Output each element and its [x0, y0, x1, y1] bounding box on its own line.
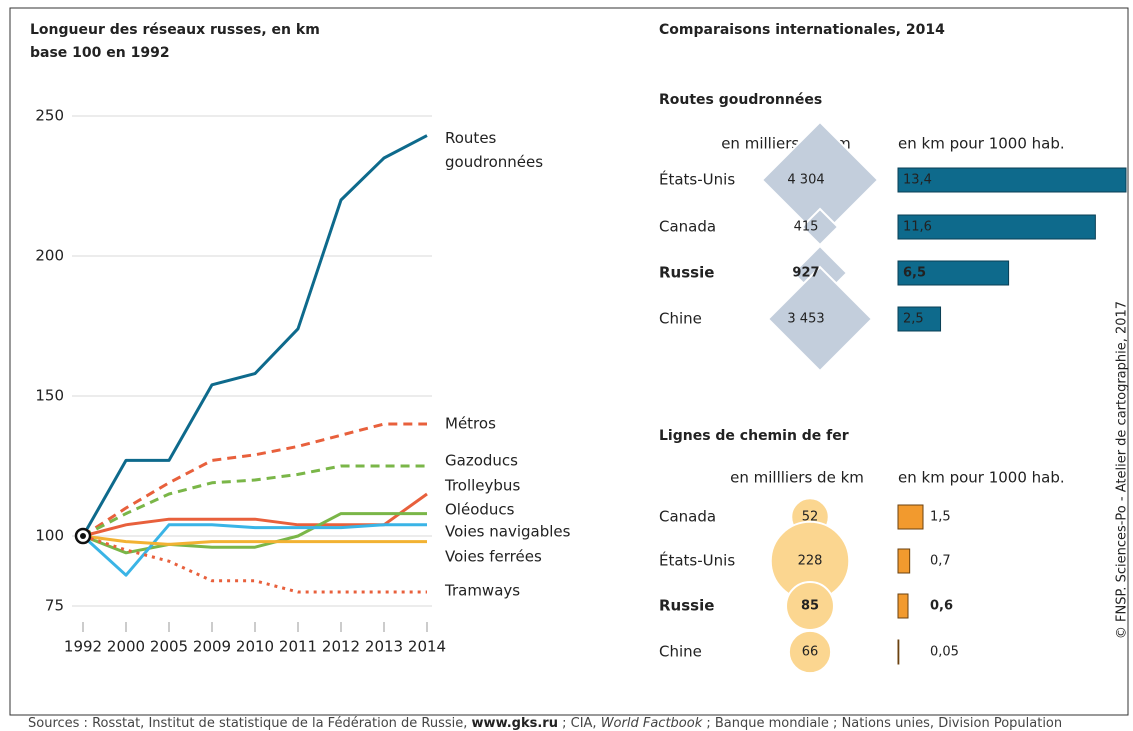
series-line — [82, 534, 427, 546]
series-line — [82, 512, 427, 555]
line-label: Voies navigables — [445, 523, 571, 541]
column-header: en km pour 1000 hab. — [898, 469, 1065, 487]
comparisons-title: Comparaisons internationales, 2014 — [659, 22, 945, 38]
line-label: Tramways — [444, 582, 520, 600]
x-tick-label: 2011 — [279, 638, 317, 656]
series-line — [82, 422, 427, 538]
bar — [897, 548, 911, 574]
line-label: Métros — [445, 415, 496, 433]
value-label: 927 — [792, 266, 819, 281]
category-label: Russie — [659, 264, 714, 282]
credit: © FNSP. Sciences-Po - Atelier de cartogr… — [1115, 301, 1130, 639]
line-label: Trolleybus — [444, 477, 520, 495]
value-label: 0,6 — [930, 599, 953, 614]
source-part: World Factbook — [600, 716, 703, 731]
series-line — [81, 523, 427, 577]
bar — [897, 167, 1127, 193]
line-label: Oléoducs — [445, 501, 515, 519]
diamond — [766, 265, 874, 373]
value-label: 2,5 — [903, 312, 924, 327]
y-tick-label: 200 — [35, 247, 64, 265]
value-label: 13,4 — [903, 173, 932, 188]
value-label: 6,5 — [903, 266, 926, 281]
line-label: Gazoducs — [445, 452, 518, 470]
line-label: Voies ferrées — [445, 548, 542, 566]
category-label: États-Unis — [659, 551, 735, 570]
bar — [897, 504, 924, 530]
x-tick-label: 2013 — [365, 638, 403, 656]
x-tick-label: 2000 — [107, 638, 145, 656]
origin-marker — [80, 533, 86, 539]
value-label: 0,05 — [930, 645, 959, 660]
value-label: 228 — [798, 554, 823, 569]
value-label: 415 — [794, 220, 819, 235]
chart-subtitle: base 100 en 1992 — [30, 45, 170, 61]
y-tick-label: 150 — [35, 387, 64, 405]
section-title: Routes goudronnées — [659, 92, 822, 108]
category-label: Russie — [659, 597, 714, 615]
source-part: www.gks.ru — [471, 716, 558, 731]
section-title: Lignes de chemin de fer — [659, 428, 849, 444]
sources: Sources : Rosstat, Institut de statistiq… — [28, 716, 1062, 731]
column-header: en km pour 1000 hab. — [898, 135, 1065, 153]
category-label: Chine — [659, 310, 702, 328]
x-tick-label: 2005 — [150, 638, 188, 656]
y-tick-label: 75 — [45, 597, 64, 615]
bar — [897, 214, 1096, 240]
bar — [897, 593, 909, 619]
bar — [897, 306, 942, 332]
value-label: 1,5 — [930, 510, 951, 525]
x-tick-label: 2009 — [193, 638, 231, 656]
line-label: Routes goudronnées — [445, 129, 543, 171]
category-label: Canada — [659, 218, 716, 236]
chart-title: Longueur des réseaux russes, en km — [30, 22, 320, 38]
value-label: 0,7 — [930, 554, 951, 569]
y-tick-label: 100 — [35, 527, 64, 545]
value-label: 52 — [802, 510, 819, 525]
column-header: en millliers de km — [730, 469, 864, 487]
category-label: Chine — [659, 643, 702, 661]
value-label: 11,6 — [903, 220, 932, 235]
y-tick-label: 250 — [35, 107, 64, 125]
series-line — [82, 464, 427, 538]
category-label: États-Unis — [659, 170, 735, 189]
value-label: 3 453 — [787, 312, 824, 327]
x-tick-label: 2012 — [322, 638, 360, 656]
x-tick-label: 2014 — [408, 638, 446, 656]
x-tick-label: 2010 — [236, 638, 274, 656]
value-label: 66 — [802, 645, 819, 660]
series-line — [82, 534, 427, 594]
source-part: Sources : Rosstat, Institut de statistiq… — [28, 716, 472, 731]
value-label: 85 — [801, 599, 819, 614]
source-part: ; CIA, — [557, 716, 601, 731]
frame — [9, 7, 1129, 716]
circle — [787, 629, 833, 675]
x-tick-label: 1992 — [64, 638, 102, 656]
bar — [897, 260, 1010, 286]
series-line — [81, 134, 428, 537]
value-label: 4 304 — [787, 173, 824, 188]
category-label: Canada — [659, 508, 716, 526]
bar — [897, 639, 900, 665]
source-part: ; Banque mondiale ; Nations unies, Divis… — [702, 716, 1063, 731]
